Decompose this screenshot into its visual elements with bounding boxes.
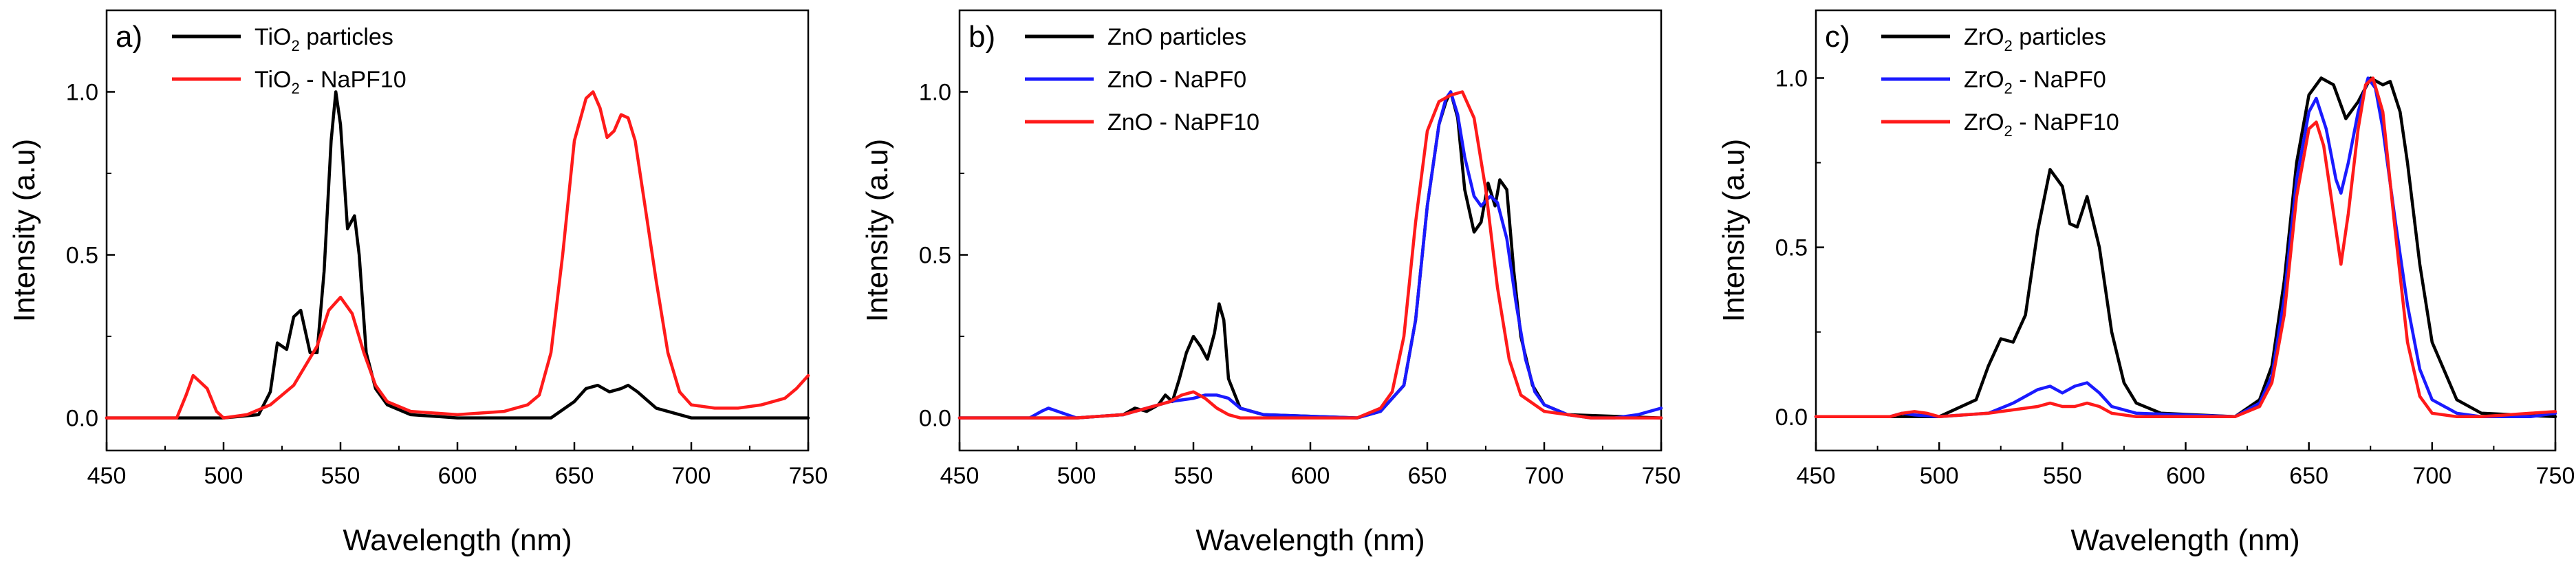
x-tick-label: 700 bbox=[2412, 463, 2451, 489]
plot-frame bbox=[958, 9, 1663, 452]
series-layer bbox=[105, 90, 810, 420]
x-tick-label: 700 bbox=[1525, 463, 1564, 489]
series-line-3 bbox=[1814, 76, 2557, 419]
y-tick-label: 0.5 bbox=[66, 243, 98, 269]
x-tick-label: 450 bbox=[1797, 463, 1836, 489]
legend-label: ZnO particles bbox=[1107, 24, 1246, 50]
legend-label: ZrO2 - NaPF10 bbox=[1964, 109, 2119, 140]
y-tick-label: 1.0 bbox=[919, 80, 951, 106]
legend-label: TiO2 - NaPF10 bbox=[255, 67, 407, 97]
series-line-2 bbox=[1814, 76, 2557, 419]
series-layer bbox=[1814, 76, 2557, 419]
y-tick-label: 1.0 bbox=[66, 80, 98, 106]
series-layer bbox=[957, 90, 1663, 420]
axis-ticks: 450 500 550 600 650 700 750 0.0 0.5 1.0 bbox=[919, 80, 1681, 489]
x-tick-label: 550 bbox=[321, 463, 360, 489]
y-tick-label: 1.0 bbox=[1775, 65, 1808, 91]
plot-frame bbox=[105, 9, 810, 452]
legend-label: ZrO2 particles bbox=[1964, 24, 2106, 54]
y-axis-label: Intensity (a.u) bbox=[861, 139, 894, 323]
x-axis-label: Wavelength (nm) bbox=[2070, 523, 2299, 557]
legend-label: ZnO - NaPF0 bbox=[1107, 67, 1246, 93]
x-tick-label: 500 bbox=[1057, 463, 1096, 489]
legend: ZnO particles ZnO - NaPF0 ZnO - NaPF10 bbox=[1025, 24, 1259, 135]
y-tick-label: 0.0 bbox=[1775, 404, 1808, 431]
x-tick-label: 650 bbox=[555, 463, 594, 489]
y-tick-label: 0.5 bbox=[1775, 235, 1808, 261]
x-tick-label: 600 bbox=[2166, 463, 2205, 489]
series-line-3 bbox=[957, 90, 1663, 420]
x-tick-label: 750 bbox=[789, 463, 828, 489]
x-tick-label: 500 bbox=[204, 463, 243, 489]
x-tick-label: 550 bbox=[1174, 463, 1213, 489]
series-line-1 bbox=[105, 90, 810, 420]
x-tick-label: 650 bbox=[2289, 463, 2328, 489]
x-tick-label: 450 bbox=[940, 463, 979, 489]
x-tick-label: 750 bbox=[2536, 463, 2575, 489]
x-tick-label: 450 bbox=[87, 463, 127, 489]
panel-b: b) Wavelength (nm) Intensity (a.u) 450 50… bbox=[861, 9, 1681, 557]
panel-a: a) Wavelength (nm) Intensity (a.u) 450 50… bbox=[8, 9, 828, 557]
x-tick-label: 750 bbox=[1642, 463, 1681, 489]
y-tick-label: 0.0 bbox=[919, 406, 951, 432]
x-axis-label: Wavelength (nm) bbox=[343, 523, 572, 557]
panel-label: a) bbox=[116, 20, 142, 54]
x-tick-label: 600 bbox=[1291, 463, 1330, 489]
series-line-2 bbox=[957, 90, 1663, 420]
panel-label: b) bbox=[968, 20, 995, 54]
legend-label: ZnO - NaPF10 bbox=[1107, 109, 1259, 135]
y-tick-label: 0.5 bbox=[919, 243, 951, 269]
legend: ZrO2 particles ZrO2 - NaPF0 ZrO2 - NaPF10 bbox=[1881, 24, 2119, 140]
y-tick-label: 0.0 bbox=[66, 406, 98, 432]
x-tick-label: 650 bbox=[1408, 463, 1447, 489]
x-tick-label: 600 bbox=[438, 463, 477, 489]
y-axis-label: Intensity (a.u) bbox=[8, 139, 41, 323]
panel-label: c) bbox=[1825, 20, 1850, 54]
series-line-1 bbox=[1814, 76, 2557, 419]
legend-label: ZrO2 - NaPF0 bbox=[1964, 67, 2106, 97]
plot-frame bbox=[1815, 9, 2557, 452]
axis-ticks: 450 500 550 600 650 700 750 0.0 0.5 1.0 bbox=[1775, 65, 2575, 489]
legend-label: TiO2 particles bbox=[255, 24, 393, 54]
x-axis-label: Wavelength (nm) bbox=[1195, 523, 1425, 557]
series-line-1 bbox=[957, 90, 1663, 420]
x-tick-label: 700 bbox=[672, 463, 711, 489]
x-tick-label: 500 bbox=[1920, 463, 1959, 489]
y-axis-label: Intensity (a.u) bbox=[1717, 139, 1751, 323]
legend: TiO2 particles TiO2 - NaPF10 bbox=[172, 24, 407, 97]
series-line-2 bbox=[105, 90, 810, 420]
axis-ticks: 450 500 550 600 650 700 750 0.0 0.5 1.0 bbox=[66, 80, 828, 489]
panel-c: c) Wavelength (nm) Intensity (a.u) 450 50… bbox=[1717, 9, 2575, 557]
x-tick-label: 550 bbox=[2043, 463, 2082, 489]
